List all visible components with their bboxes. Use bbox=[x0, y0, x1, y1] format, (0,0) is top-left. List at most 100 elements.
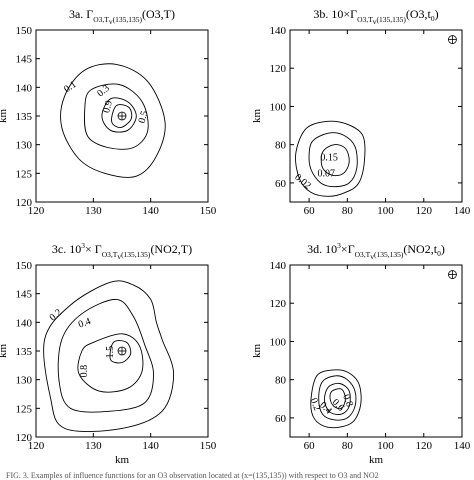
title-argument-close: ) bbox=[435, 7, 439, 21]
title-argument-subscript: 0 bbox=[431, 14, 435, 23]
title-argument-subscript: 0 bbox=[437, 249, 441, 258]
x-tick-label: 140 bbox=[142, 205, 159, 217]
title-argument: (O3,T) bbox=[142, 7, 175, 21]
contour-line-0.2 bbox=[43, 280, 175, 432]
title-argument: (NO2,t bbox=[403, 242, 437, 256]
title-operator: ×Γ bbox=[341, 242, 355, 256]
title-subscript-v: v bbox=[109, 17, 113, 26]
x-tick-label: 130 bbox=[85, 205, 102, 217]
title-prefix: 3a. Γ bbox=[69, 7, 93, 21]
y-tick-label: 100 bbox=[270, 101, 287, 113]
contour-label: 0.4 bbox=[77, 316, 93, 331]
contour-line-0.8 bbox=[329, 388, 346, 410]
contour-label: 0.15 bbox=[320, 152, 338, 163]
panel-title: 3d. 103×ΓO3,Tv(135,135)(NO2,t0) bbox=[307, 241, 445, 261]
panel-3b: 3b. 10×ΓO3,Tv(135,135)(O3,t0) 60 80 100 120 1… bbox=[251, 7, 471, 217]
y-tick-label: 80 bbox=[275, 140, 287, 152]
y-axis-label: km bbox=[0, 109, 9, 124]
contour-line-0.6 bbox=[323, 382, 351, 415]
observation-marker-icon bbox=[448, 35, 457, 44]
x-tick-label: 150 bbox=[200, 205, 217, 217]
contour-label: 1.5 bbox=[105, 346, 116, 359]
title-argument-close: ) bbox=[441, 242, 445, 256]
title-argument: (NO2,T) bbox=[150, 242, 192, 256]
panel-title: 3c. 103× ΓO3,Tv(135,135)(NO2,T) bbox=[52, 241, 192, 261]
y-tick-label: 130 bbox=[16, 140, 33, 152]
y-tick-label: 130 bbox=[16, 375, 33, 387]
contour-label: 0.5 bbox=[137, 110, 151, 125]
y-tick-label: 60 bbox=[275, 413, 287, 425]
panel-title: 3a. ΓO3,Tv(135,135)(O3,T) bbox=[69, 7, 175, 26]
y-axis-label: km bbox=[251, 344, 263, 359]
title-subscript: O3,T bbox=[102, 250, 118, 259]
observation-marker-icon bbox=[117, 111, 127, 121]
contour-line-0.1 bbox=[60, 63, 166, 178]
contour-label: 0.8 bbox=[79, 365, 90, 378]
contour-label: 0.02 bbox=[292, 172, 312, 192]
y-tick-label: 145 bbox=[16, 54, 33, 66]
x-tick-label: 60 bbox=[304, 440, 316, 452]
contour-line-0.3 bbox=[83, 83, 149, 150]
y-tick-label: 120 bbox=[270, 63, 287, 75]
x-tick-label: 120 bbox=[416, 205, 433, 217]
y-tick-label: 125 bbox=[16, 168, 33, 180]
title-subscript-point: (135,135) bbox=[113, 15, 143, 24]
x-tick-label: 150 bbox=[200, 440, 217, 452]
x-tick-label: 120 bbox=[28, 440, 45, 452]
y-tick-label: 120 bbox=[16, 432, 33, 444]
y-tick-label: 120 bbox=[16, 197, 33, 209]
y-tick-label: 100 bbox=[270, 336, 287, 348]
observation-marker-icon bbox=[117, 346, 127, 356]
y-tick-label: 140 bbox=[16, 82, 33, 94]
y-tick-label: 140 bbox=[270, 25, 287, 37]
contour-line-1.5 bbox=[109, 340, 132, 364]
title-operator: × Γ bbox=[85, 242, 102, 256]
y-tick-label: 145 bbox=[16, 289, 33, 301]
x-tick-label: 120 bbox=[28, 205, 45, 217]
x-tick-label: 80 bbox=[342, 205, 354, 217]
contour-line-0.5 bbox=[101, 97, 137, 133]
x-axis-label: km bbox=[115, 454, 130, 466]
contour-label: 0.8 bbox=[340, 393, 355, 409]
axes-frame bbox=[289, 29, 463, 203]
contour-label: 0.1 bbox=[62, 79, 79, 95]
contour-label: 0.07 bbox=[318, 169, 336, 180]
y-tick-label: 80 bbox=[275, 375, 287, 387]
contour-line-0.4 bbox=[318, 375, 357, 421]
contour-line-0.15 bbox=[320, 144, 350, 177]
contour-line-0.07 bbox=[308, 132, 358, 188]
contour-label: 0.2 bbox=[48, 307, 65, 323]
title-subscript-v: v bbox=[370, 252, 374, 261]
contour-label: 0.2 bbox=[308, 397, 323, 413]
y-tick-label: 140 bbox=[16, 317, 33, 329]
title-subscript-v: v bbox=[117, 252, 121, 261]
x-tick-label: 130 bbox=[85, 440, 102, 452]
contour-line-0.4 bbox=[57, 298, 154, 413]
contour-label: 0.9 bbox=[101, 99, 115, 114]
y-tick-label: 135 bbox=[16, 346, 33, 358]
panel-3a: 3a. ΓO3,Tv(135,135)(O3,T) 120 130 140 150 120… bbox=[0, 7, 217, 217]
y-axis-label: km bbox=[251, 109, 263, 124]
observation-marker-icon bbox=[448, 270, 457, 279]
y-tick-label: 125 bbox=[16, 403, 33, 415]
x-tick-label: 140 bbox=[454, 205, 471, 217]
x-tick-label: 140 bbox=[142, 440, 159, 452]
x-tick-label: 60 bbox=[304, 205, 316, 217]
title-subscript-point: (135,135) bbox=[121, 250, 151, 259]
title-subscript: O3,T bbox=[357, 15, 373, 24]
panel-title: 3b. 10×ΓO3,Tv(135,135)(O3,t0) bbox=[313, 7, 438, 26]
title-prefix: 3d. 10 bbox=[307, 242, 337, 256]
title-prefix: 3c. 10 bbox=[52, 242, 81, 256]
panel-3c: 3c. 103× ΓO3,Tv(135,135)(NO2,T) 120 130 140… bbox=[0, 241, 217, 466]
x-tick-label: 140 bbox=[454, 440, 471, 452]
title-superscript: 3 bbox=[337, 241, 341, 250]
x-tick-label: 100 bbox=[377, 440, 394, 452]
x-tick-label: 120 bbox=[416, 440, 433, 452]
contour-line-0.2 bbox=[310, 369, 362, 429]
y-tick-label: 150 bbox=[16, 260, 33, 272]
title-argument: (O3,t bbox=[406, 7, 432, 21]
figure-caption-fragment: FIG. 3. Examples of influence functions … bbox=[6, 471, 379, 480]
title-subscript: O3,T bbox=[355, 250, 371, 259]
x-tick-label: 80 bbox=[342, 440, 354, 452]
